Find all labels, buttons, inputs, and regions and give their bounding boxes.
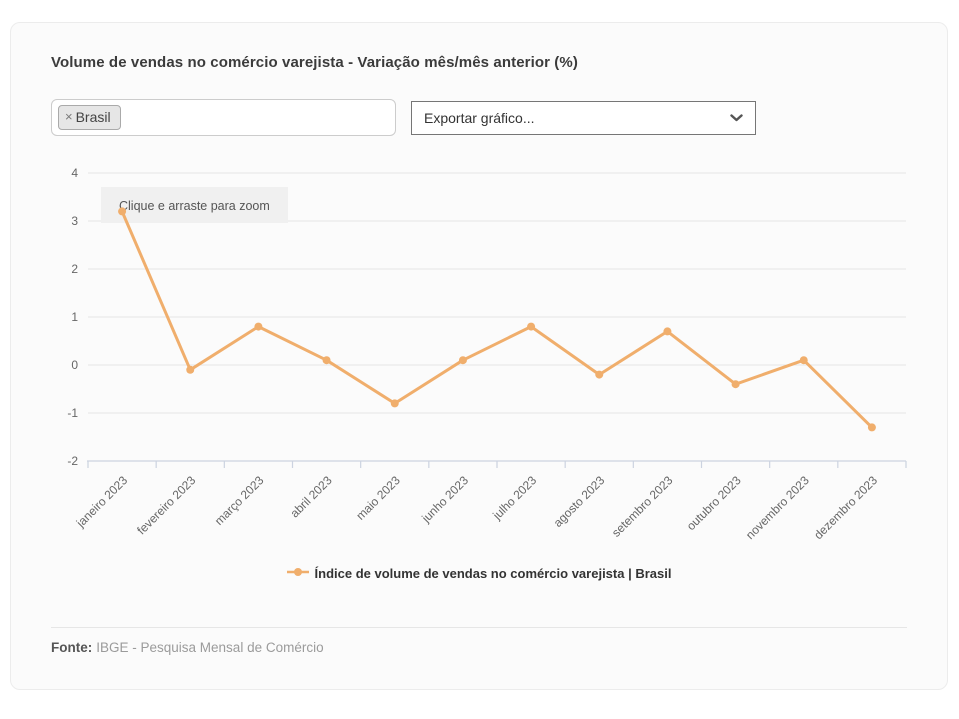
- legend-item[interactable]: Índice de volume de vendas no comércio v…: [286, 564, 672, 582]
- data-point[interactable]: [186, 365, 195, 374]
- y-axis-label: -1: [67, 406, 78, 420]
- y-axis-label: 2: [71, 262, 78, 276]
- zoom-hint-text: Clique e arraste para zoom: [119, 199, 270, 213]
- y-axis-label: 1: [71, 310, 78, 324]
- data-point[interactable]: [390, 399, 399, 408]
- export-select-value: Exportar gráfico...: [424, 110, 535, 126]
- line-chart[interactable]: 4 3 2 1 0 -1 -2 Clique e arraste para zoom janei…: [11, 161, 949, 563]
- territory-tag-input[interactable]: × Brasil: [51, 99, 396, 136]
- data-point[interactable]: [595, 370, 604, 379]
- x-axis-label: janeiro 2023: [73, 473, 131, 531]
- data-point[interactable]: [731, 380, 740, 389]
- source-note: Fonte: IBGE - Pesquisa Mensal de Comércio: [51, 640, 324, 655]
- data-point[interactable]: [663, 327, 672, 336]
- zoom-hint-box: [101, 187, 288, 223]
- y-axis-label: 4: [71, 166, 78, 180]
- source-text: IBGE - Pesquisa Mensal de Comércio: [96, 640, 324, 655]
- x-axis-label: setembro 2023: [609, 473, 676, 540]
- data-point[interactable]: [867, 423, 876, 432]
- data-point[interactable]: [458, 356, 467, 365]
- x-axis-label: agosto 2023: [551, 473, 608, 530]
- data-point[interactable]: [322, 356, 331, 365]
- x-axis-label: dezembro 2023: [811, 473, 880, 542]
- chart-card: Volume de vendas no comércio varejista -…: [10, 22, 948, 690]
- x-axis-label: março 2023: [212, 473, 267, 528]
- chart-title: Volume de vendas no comércio varejista -…: [51, 54, 578, 71]
- data-point[interactable]: [254, 322, 263, 331]
- territory-tag-label: Brasil: [75, 109, 111, 125]
- data-point[interactable]: [118, 207, 127, 216]
- footer-divider: [51, 627, 907, 628]
- x-axis-label: novembro 2023: [743, 473, 812, 542]
- data-point[interactable]: [527, 322, 536, 331]
- legend-label: Índice de volume de vendas no comércio v…: [314, 565, 672, 581]
- data-point[interactable]: [799, 356, 808, 365]
- y-axis-label: -2: [67, 454, 78, 468]
- source-label: Fonte:: [51, 640, 93, 655]
- territory-tag[interactable]: × Brasil: [58, 105, 121, 130]
- x-axis-label: outubro 2023: [684, 473, 744, 533]
- x-axis-label: maio 2023: [353, 473, 403, 523]
- x-axis-label: julho 2023: [489, 473, 539, 523]
- x-axis-label: abril 2023: [288, 473, 335, 520]
- x-axis-label: junho 2023: [418, 473, 471, 526]
- legend-line-marker-icon: [286, 564, 309, 582]
- y-axis-label: 3: [71, 214, 78, 228]
- x-axis-label: fevereiro 2023: [134, 473, 198, 537]
- tag-remove-icon[interactable]: ×: [65, 109, 73, 124]
- y-axis-label: 0: [71, 358, 78, 372]
- chevron-down-icon: [730, 114, 743, 122]
- chart-legend: Índice de volume de vendas no comércio v…: [11, 564, 947, 582]
- series-line[interactable]: [120, 209, 874, 429]
- export-chart-select[interactable]: Exportar gráfico...: [411, 101, 756, 135]
